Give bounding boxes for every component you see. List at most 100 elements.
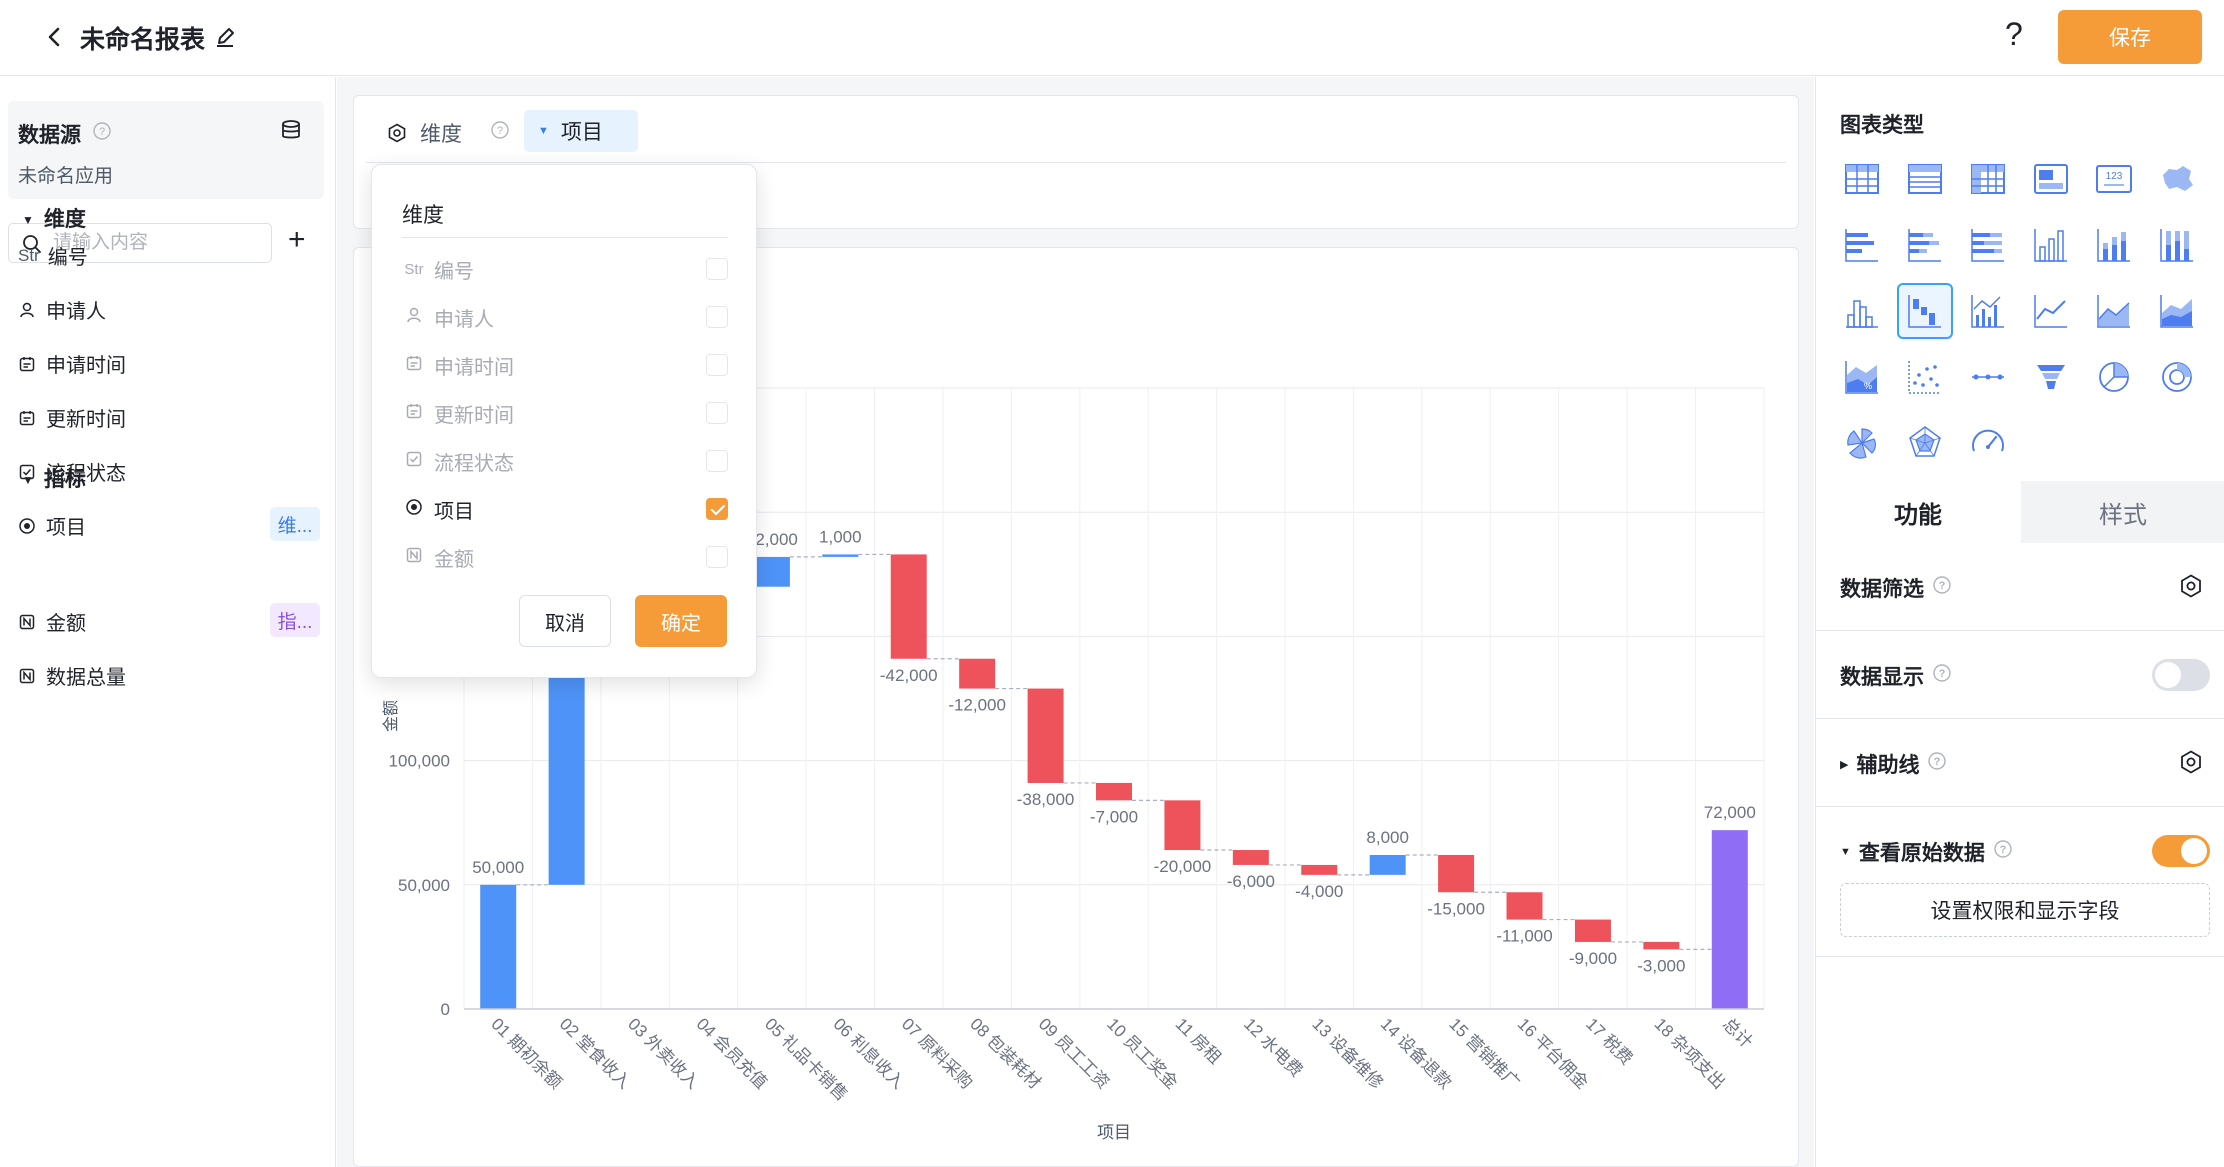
data-label: -7,000 [1090, 807, 1138, 826]
field-item-process-status[interactable]: 流程状态 [18, 457, 126, 486]
option-checkbox[interactable] [706, 306, 728, 328]
divider [402, 237, 728, 238]
tab-function[interactable]: 功能 [1816, 481, 2020, 543]
view-raw-toggle[interactable] [2152, 835, 2210, 867]
question-circle-icon[interactable]: ? [1932, 575, 1952, 601]
x-tick-label: 02 堂食收入 [556, 1014, 634, 1092]
aux-line-label[interactable]: ▶ 辅助线? [1840, 749, 1947, 779]
back-arrow-icon[interactable] [38, 20, 72, 54]
popup-option-process-status[interactable]: 流程状态 [402, 443, 728, 479]
dimension-chip-project[interactable]: ▼ 项目 [524, 110, 638, 152]
rose-icon[interactable] [1834, 415, 1890, 471]
y-tick-label: 100,000 [389, 752, 450, 771]
option-checkbox[interactable] [706, 258, 728, 280]
stacked-column-icon[interactable] [2086, 217, 2142, 273]
y-tick-label: 0 [441, 1000, 450, 1019]
search-input[interactable] [53, 228, 263, 258]
area-icon[interactable] [2086, 283, 2142, 339]
stacked-area-icon[interactable] [2149, 283, 2205, 339]
waterfall-bar [1027, 688, 1064, 783]
popup-option-update-time[interactable]: 更新时间 [402, 395, 728, 431]
field-item-applicant[interactable]: 申请人 [18, 295, 106, 324]
radio-icon [402, 498, 426, 520]
map-icon[interactable] [2149, 151, 2205, 207]
field-search-box [8, 223, 272, 263]
table-icon[interactable] [1834, 151, 1890, 207]
number-card-icon[interactable]: 123 [2086, 151, 2142, 207]
caret-right-icon: ▶ [1840, 758, 1849, 771]
edit-pencil-icon[interactable] [213, 24, 239, 50]
pie-icon[interactable] [2086, 349, 2142, 405]
popup-option-number[interactable]: Str 编号 [402, 251, 728, 287]
card-icon[interactable] [2023, 151, 2079, 207]
calendar-icon [402, 402, 426, 424]
field-item-amount[interactable]: 金额 [18, 607, 86, 636]
popup-option-project[interactable]: 项目 [402, 491, 728, 527]
waterfall-icon[interactable] [1897, 283, 1953, 339]
funnel-icon[interactable] [2023, 349, 2079, 405]
confirm-button[interactable]: 确定 [635, 595, 727, 647]
data-display-toggle[interactable] [2152, 659, 2210, 691]
histogram-icon[interactable] [1834, 283, 1890, 339]
column-icon[interactable] [2023, 217, 2079, 273]
view-raw-label[interactable]: ▼ 查看原始数据? [1840, 837, 2013, 867]
question-circle-icon[interactable]: ? [92, 121, 112, 147]
option-checkbox[interactable] [706, 546, 728, 568]
dimensions-section-header[interactable]: ▼ 维度 [22, 203, 86, 233]
dimension-select-popup: 维度 Str 编号 申请人 申请时间 更新时间 流程状态 项目 金额 取消 确定 [371, 164, 757, 678]
save-button[interactable]: 保存 [2058, 10, 2202, 64]
scatter-icon[interactable] [1897, 349, 1953, 405]
bar-horizontal-icon[interactable] [1834, 217, 1890, 273]
settings-hex-icon[interactable] [2178, 573, 2204, 605]
metrics-section-header[interactable]: ▼ 指标 [22, 463, 86, 493]
x-tick-label: 03 外卖收入 [624, 1014, 702, 1092]
field-label: 金额 [46, 613, 86, 635]
field-item-data-count[interactable]: 数据总量 [18, 661, 126, 690]
line-icon[interactable] [2023, 283, 2079, 339]
dot-line-icon[interactable] [1960, 349, 2016, 405]
pivot-table-icon[interactable] [1960, 151, 2016, 207]
detail-table-icon[interactable] [1897, 151, 1953, 207]
waterfall-bar [1369, 854, 1406, 875]
option-checkbox[interactable] [706, 354, 728, 376]
donut-icon[interactable] [2149, 349, 2205, 405]
dimensions-title: 维度 [43, 208, 86, 231]
field-item-project[interactable]: 项目 [18, 511, 86, 540]
question-circle-icon[interactable]: ? [1993, 839, 2013, 865]
data-label: -11,000 [1496, 927, 1552, 946]
stacked-bar-horizontal-icon[interactable] [1897, 217, 1953, 273]
option-checkbox[interactable] [706, 450, 728, 472]
tab-style[interactable]: 样式 [2021, 481, 2224, 543]
question-circle-icon[interactable]: ? [1927, 751, 1947, 777]
percent-area-icon[interactable]: % [1834, 349, 1890, 405]
gauge-icon[interactable] [1960, 415, 2016, 471]
option-checkbox-checked[interactable] [706, 498, 728, 520]
question-circle-icon[interactable]: ? [490, 120, 510, 146]
popup-option-applicant[interactable]: 申请人 [402, 299, 728, 335]
popup-option-apply-time[interactable]: 申请时间 [402, 347, 728, 383]
permission-fields-button[interactable]: 设置权限和显示字段 [1840, 883, 2210, 937]
popup-option-amount[interactable]: 金额 [402, 539, 728, 575]
aux-line-text: 辅助线 [1856, 754, 1920, 777]
database-switch-icon[interactable] [278, 117, 304, 149]
percent-column-icon[interactable] [2149, 217, 2205, 273]
report-title[interactable]: 未命名报表 [80, 26, 206, 54]
question-circle-icon[interactable]: ? [1932, 663, 1952, 689]
field-item-apply-time[interactable]: 申请时间 [18, 349, 126, 378]
data-label: 72,000 [1704, 803, 1756, 822]
svg-text:?: ? [1939, 580, 1946, 592]
option-checkbox[interactable] [706, 402, 728, 424]
settings-hex-icon[interactable] [2178, 749, 2204, 781]
column-line-icon[interactable] [1960, 283, 2016, 339]
radar-icon[interactable] [1897, 415, 1953, 471]
radio-icon [18, 517, 38, 535]
percent-bar-horizontal-icon[interactable] [1960, 217, 2016, 273]
data-label: 8,000 [1366, 828, 1409, 847]
help-icon[interactable]: ? [2005, 16, 2023, 52]
cancel-button[interactable]: 取消 [519, 595, 611, 647]
svg-text:123: 123 [2106, 171, 2123, 182]
option-label: 编号 [434, 260, 474, 283]
field-item-update-time[interactable]: 更新时间 [18, 403, 126, 432]
field-item-number[interactable]: Str 编号 [18, 241, 88, 270]
add-field-button[interactable]: + [288, 223, 306, 256]
